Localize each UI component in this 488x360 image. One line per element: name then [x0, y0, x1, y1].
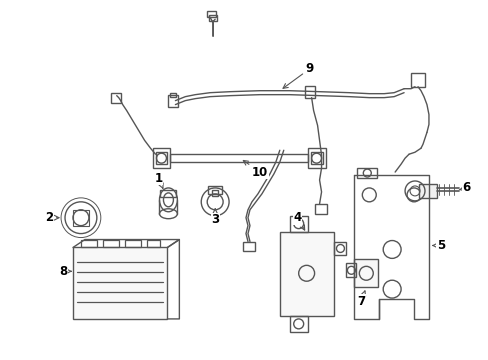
Text: 8: 8	[59, 265, 71, 278]
Bar	[102, 239, 119, 247]
Text: 10: 10	[243, 161, 267, 179]
Bar	[410, 73, 424, 87]
Bar	[160, 190, 176, 197]
Bar	[346, 264, 356, 277]
Bar	[212, 190, 218, 196]
Bar	[310, 152, 322, 164]
Ellipse shape	[159, 188, 177, 212]
Bar	[289, 316, 307, 332]
Bar	[81, 239, 97, 247]
Text: 7: 7	[357, 291, 365, 307]
Text: 1: 1	[154, 171, 163, 188]
Text: 3: 3	[211, 209, 219, 226]
Bar	[289, 216, 307, 231]
Bar	[354, 260, 377, 287]
Bar	[209, 15, 217, 21]
Text: 2: 2	[45, 211, 59, 224]
Bar	[314, 204, 326, 214]
Text: 5: 5	[432, 239, 444, 252]
Bar	[304, 86, 314, 98]
Bar	[73, 247, 167, 319]
Bar	[307, 148, 325, 168]
Bar	[170, 154, 307, 162]
Text: 6: 6	[458, 181, 470, 194]
Bar	[243, 242, 254, 251]
Text: 4: 4	[293, 211, 304, 230]
Bar	[152, 148, 170, 168]
Bar	[170, 93, 176, 96]
Bar	[357, 168, 376, 178]
Bar	[279, 231, 334, 316]
Bar	[124, 239, 141, 247]
Text: 9: 9	[283, 62, 313, 88]
Bar	[73, 210, 89, 226]
Bar	[155, 152, 167, 164]
Bar	[146, 239, 160, 247]
Bar	[111, 93, 121, 103]
Bar	[207, 11, 216, 17]
Bar	[334, 242, 346, 255]
Ellipse shape	[163, 193, 173, 207]
Bar	[208, 186, 222, 194]
Bar	[168, 95, 178, 107]
Bar	[418, 184, 436, 198]
